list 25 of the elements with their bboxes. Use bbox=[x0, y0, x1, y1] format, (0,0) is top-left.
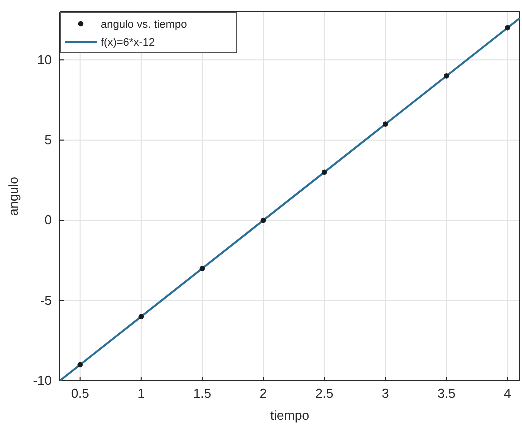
point bbox=[444, 74, 450, 79]
point bbox=[138, 314, 144, 320]
y-tick-label: -5 bbox=[40, 292, 52, 308]
legend-label: f(x)=6*x-12 bbox=[101, 37, 156, 49]
y-tick-label: 0 bbox=[44, 212, 52, 228]
legend-label: angulo vs. tiempo bbox=[101, 19, 188, 31]
y-axis-title: angulo bbox=[6, 176, 21, 216]
x-tick-label: 1 bbox=[138, 386, 146, 402]
x-tick-label: 0.5 bbox=[71, 386, 90, 402]
point bbox=[322, 170, 328, 176]
x-tick-label: 1.5 bbox=[193, 386, 212, 402]
x-tick-label: 2 bbox=[260, 386, 268, 402]
y-tick-label: 10 bbox=[38, 52, 52, 68]
x-axis-title: tiempo bbox=[270, 408, 310, 423]
point bbox=[383, 122, 388, 127]
x-tick-label: 3.5 bbox=[438, 386, 456, 402]
x-tick-label: 2.5 bbox=[316, 386, 334, 402]
y-tick-label: -10 bbox=[33, 373, 52, 388]
y-tick-label: 5 bbox=[44, 132, 52, 148]
point bbox=[78, 362, 84, 368]
x-tick-label: 4 bbox=[504, 386, 512, 402]
point bbox=[505, 25, 510, 31]
point bbox=[260, 218, 266, 224]
point bbox=[200, 266, 206, 272]
x-tick-label: 3 bbox=[382, 386, 390, 402]
